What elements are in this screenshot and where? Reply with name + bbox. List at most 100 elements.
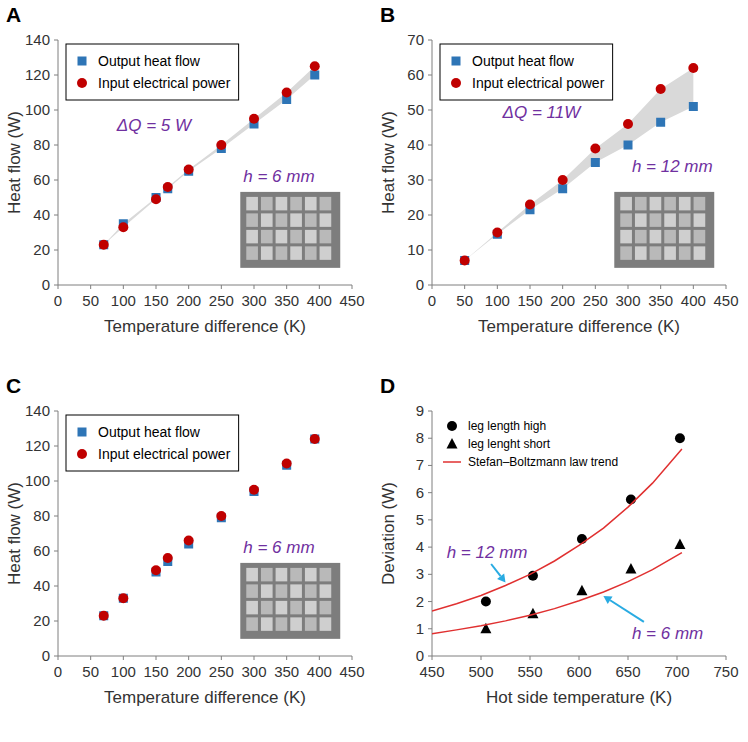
y-tick-label: 60 — [33, 542, 50, 559]
x-tick-label: 0 — [54, 292, 62, 309]
data-point — [525, 200, 535, 210]
trend-line — [432, 449, 682, 611]
y-tick-label: 20 — [33, 612, 50, 629]
photo-inset — [240, 192, 340, 268]
data-point — [249, 485, 259, 495]
annotation-arrow — [491, 564, 505, 583]
data-point — [118, 593, 128, 603]
x-tick — [286, 285, 287, 289]
y-tick — [428, 656, 432, 657]
annotation: h = 12 mm — [632, 157, 713, 176]
x-tick-label: 0 — [54, 663, 62, 680]
x-tick-label: 0 — [428, 292, 436, 309]
panel: D4505005506006507007500123456789Hot side… — [379, 374, 739, 707]
x-tick — [726, 285, 727, 289]
y-axis-title: Deviation (W) — [379, 482, 398, 585]
y-tick — [428, 438, 432, 439]
x-tick — [530, 656, 531, 660]
y-axis — [432, 40, 433, 285]
x-tick-label: 450 — [419, 663, 444, 680]
x-tick — [660, 285, 661, 289]
y-tick-label: 80 — [33, 507, 50, 524]
y-tick — [428, 519, 432, 520]
y-tick-label: 120 — [25, 66, 50, 83]
data-point — [481, 597, 491, 607]
data-point — [163, 182, 173, 192]
x-tick-label: 700 — [664, 663, 689, 680]
panel-letter: B — [380, 3, 395, 26]
data-point — [577, 534, 587, 544]
data-point — [99, 240, 109, 250]
x-axis-title: Temperature difference (K) — [104, 317, 306, 336]
x-tick-label: 400 — [307, 292, 332, 309]
x-axis — [432, 285, 726, 286]
y-tick-label: 5 — [416, 511, 424, 528]
data-point — [163, 553, 173, 563]
y-tick — [428, 547, 432, 548]
data-point — [310, 434, 320, 444]
y-tick — [54, 285, 58, 286]
data-point — [688, 63, 698, 73]
legend-box — [440, 415, 622, 473]
y-tick — [428, 215, 432, 216]
y-tick — [428, 628, 432, 629]
data-point — [689, 102, 698, 111]
x-tick — [530, 285, 531, 289]
data-point — [184, 165, 194, 175]
data-point — [675, 433, 685, 443]
x-tick — [188, 285, 189, 289]
y-tick-label: 8 — [416, 429, 424, 446]
photo-inset — [614, 192, 714, 268]
x-tick — [319, 285, 320, 289]
plot-area — [432, 433, 685, 633]
legend: leg length highleg lenght shortStefan–Bo… — [440, 415, 622, 473]
x-tick-label: 450 — [339, 292, 364, 309]
y-axis-title: Heat flow (W) — [379, 111, 398, 214]
y-tick — [428, 574, 432, 575]
y-tick-label: 3 — [416, 565, 424, 582]
data-point — [216, 140, 226, 150]
x-tick-label: 400 — [681, 292, 706, 309]
x-tick — [677, 656, 678, 660]
data-point — [99, 611, 109, 621]
trend-line — [432, 553, 682, 634]
y-tick — [428, 492, 432, 493]
y-tick-label: 0 — [42, 276, 50, 293]
x-tick — [579, 656, 580, 660]
x-tick-label: 100 — [111, 663, 136, 680]
x-tick-label: 400 — [307, 663, 332, 680]
data-point — [310, 61, 320, 71]
legend-marker — [452, 57, 461, 66]
legend: Output heat flowInput electrical power — [440, 44, 613, 100]
data-point — [282, 88, 292, 98]
x-tick — [562, 285, 563, 289]
x-tick — [188, 656, 189, 660]
x-tick-label: 350 — [274, 663, 299, 680]
x-tick — [156, 285, 157, 289]
legend-marker — [447, 438, 458, 449]
y-tick-label: 40 — [33, 577, 50, 594]
x-tick-label: 300 — [615, 292, 640, 309]
y-tick — [428, 40, 432, 41]
x-tick — [123, 656, 124, 660]
x-tick-label: 150 — [517, 292, 542, 309]
panel: B050100150200250300350400450010203040506… — [379, 3, 739, 336]
y-tick-label: 40 — [407, 136, 424, 153]
x-tick-label: 50 — [82, 663, 99, 680]
x-axis — [58, 656, 352, 657]
x-tick — [156, 656, 157, 660]
x-tick-label: 450 — [713, 292, 738, 309]
legend-marker — [451, 78, 461, 88]
data-point — [184, 536, 194, 546]
legend-label: leg lenght short — [468, 437, 551, 451]
y-tick — [54, 516, 58, 517]
x-tick — [497, 285, 498, 289]
y-axis — [58, 411, 59, 656]
y-tick — [428, 110, 432, 111]
data-point — [576, 585, 587, 596]
x-tick-label: 200 — [176, 663, 201, 680]
x-tick — [254, 285, 255, 289]
legend-label: Stefan–Boltzmann law trend — [468, 455, 618, 469]
panel-letter: C — [6, 374, 21, 397]
plot-area — [99, 61, 320, 250]
